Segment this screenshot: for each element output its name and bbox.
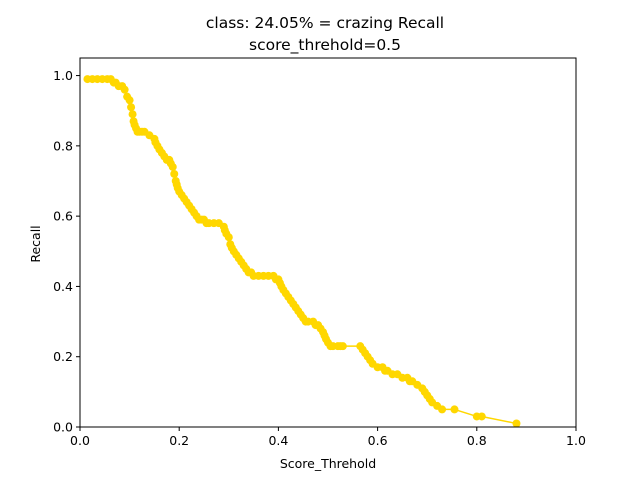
y-tick-label: 0.4 bbox=[53, 279, 73, 294]
x-axis-label: Score_Threhold bbox=[280, 456, 376, 471]
data-point bbox=[128, 110, 137, 119]
data-point bbox=[450, 405, 459, 414]
data-point bbox=[170, 169, 179, 178]
x-tick-label: 0.8 bbox=[467, 433, 487, 448]
x-tick-label: 0.4 bbox=[268, 433, 288, 448]
x-tick-label: 0.6 bbox=[368, 433, 388, 448]
y-tick-label: 1.0 bbox=[53, 68, 73, 83]
y-tick-label: 0.6 bbox=[53, 209, 73, 224]
data-point bbox=[168, 162, 177, 171]
chart-subtitle: score_threhold=0.5 bbox=[249, 36, 401, 55]
x-tick-label: 0.2 bbox=[169, 433, 189, 448]
axes-frame bbox=[79, 57, 577, 428]
data-point bbox=[127, 103, 136, 112]
data-point bbox=[338, 342, 347, 351]
data-point bbox=[120, 85, 129, 94]
data-point bbox=[512, 419, 521, 428]
chart-title: class: 24.05% = crazing Recall bbox=[206, 14, 444, 32]
x-tick-label: 1.0 bbox=[566, 433, 586, 448]
y-tick-label: 0.8 bbox=[53, 138, 73, 153]
plot-area bbox=[79, 57, 577, 428]
data-point bbox=[125, 96, 134, 105]
y-axis-ticks: 0.0 0.2 0.4 0.6 0.8 1.0 bbox=[53, 68, 80, 435]
data-point bbox=[438, 405, 447, 414]
y-tick-label: 0.0 bbox=[53, 420, 73, 435]
x-tick-label: 0.0 bbox=[70, 433, 90, 448]
x-axis-ticks: 0.0 0.2 0.4 0.6 0.8 1.0 bbox=[70, 427, 586, 448]
data-point bbox=[477, 412, 486, 421]
data-point bbox=[224, 233, 233, 242]
y-axis-label: Recall bbox=[28, 225, 43, 262]
y-tick-label: 0.2 bbox=[53, 349, 73, 364]
